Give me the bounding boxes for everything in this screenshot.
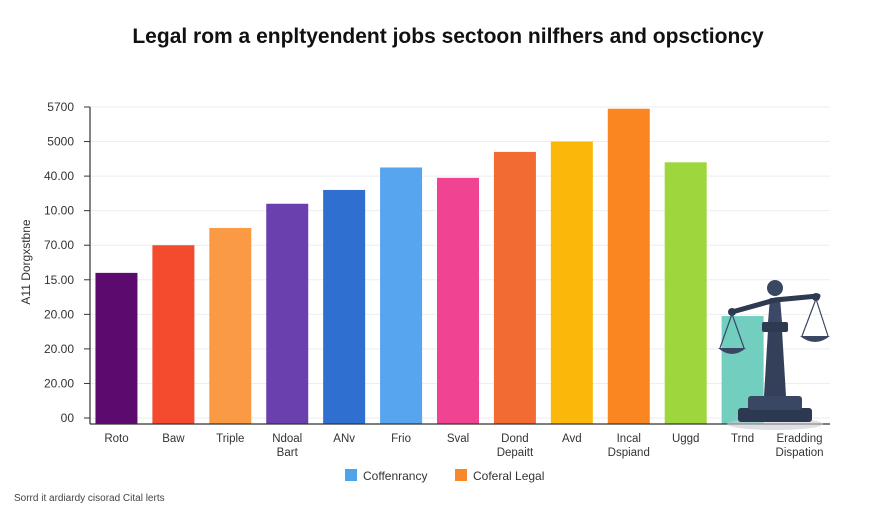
x-tick-label: Incal: [617, 433, 641, 445]
bar-uggd: [665, 162, 707, 424]
y-axis-ticks: 00 20.00 20.00 20.00 15.00 70.00 10.00 40.00 500…: [44, 100, 90, 425]
x-tick-label: Trnd: [731, 433, 754, 445]
footer-note: Sorrd it ardiardy cisorad Cital lerts: [14, 493, 165, 504]
y-tick-label: 20.00: [44, 342, 74, 356]
bar-frio: [380, 167, 422, 424]
x-tick-label: Dond: [501, 433, 529, 445]
legend: Coffenrancy Coferal Legal: [345, 469, 544, 483]
y-tick-label: 20.00: [44, 307, 74, 321]
x-tick-label: Eradding: [777, 433, 823, 445]
x-tick-label: Dispation: [776, 447, 824, 459]
x-axis-categories: Roto Baw Triple Ndoal Bart ANv Frio Sval Dond Dep…: [104, 433, 823, 459]
y-tick-label: 5700: [47, 100, 74, 114]
bars: [95, 109, 763, 424]
x-tick-label: Triple: [216, 433, 244, 445]
x-tick-label: Depaitt: [497, 447, 534, 459]
y-tick-label: 20.00: [44, 376, 74, 390]
x-tick-label: Ndoal: [272, 433, 302, 445]
bar-dond-depaitt: [494, 152, 536, 424]
x-tick-label: ANv: [333, 433, 355, 445]
y-tick-label: 70.00: [44, 238, 74, 252]
bar-avd: [551, 142, 593, 424]
x-tick-label: Baw: [162, 433, 185, 445]
x-tick-label: Bart: [277, 447, 299, 459]
legend-label: Coferal Legal: [473, 469, 544, 483]
x-tick-label: Sval: [447, 433, 469, 445]
legend-swatch-coferal-legal: [455, 469, 467, 481]
bar-ndoal-bart: [266, 204, 308, 424]
bar-anv: [323, 190, 365, 424]
bar-roto: [95, 273, 137, 424]
y-axis-label: A11 Dorgxstbne: [19, 219, 33, 304]
y-tick-label: 5000: [47, 135, 74, 149]
bar-sval: [437, 178, 479, 424]
chart-title: Legal rom a enpltyendent jobs sectoon ni…: [132, 25, 764, 48]
y-tick-label: 10.00: [44, 204, 74, 218]
x-tick-label: Roto: [104, 433, 128, 445]
y-tick-label: 00: [61, 411, 75, 425]
bar-triple: [209, 228, 251, 424]
bar-baw: [152, 245, 194, 424]
y-tick-label: 40.00: [44, 169, 74, 183]
x-tick-label: Frio: [391, 433, 411, 445]
x-tick-label: Dspiand: [608, 447, 650, 459]
y-tick-label: 15.00: [44, 273, 74, 287]
legend-swatch-coffenrancy: [345, 469, 357, 481]
x-tick-label: Uggd: [672, 433, 700, 445]
legend-label: Coffenrancy: [363, 469, 427, 483]
x-tick-label: Avd: [562, 433, 582, 445]
bar-incal-dspiand: [608, 109, 650, 424]
